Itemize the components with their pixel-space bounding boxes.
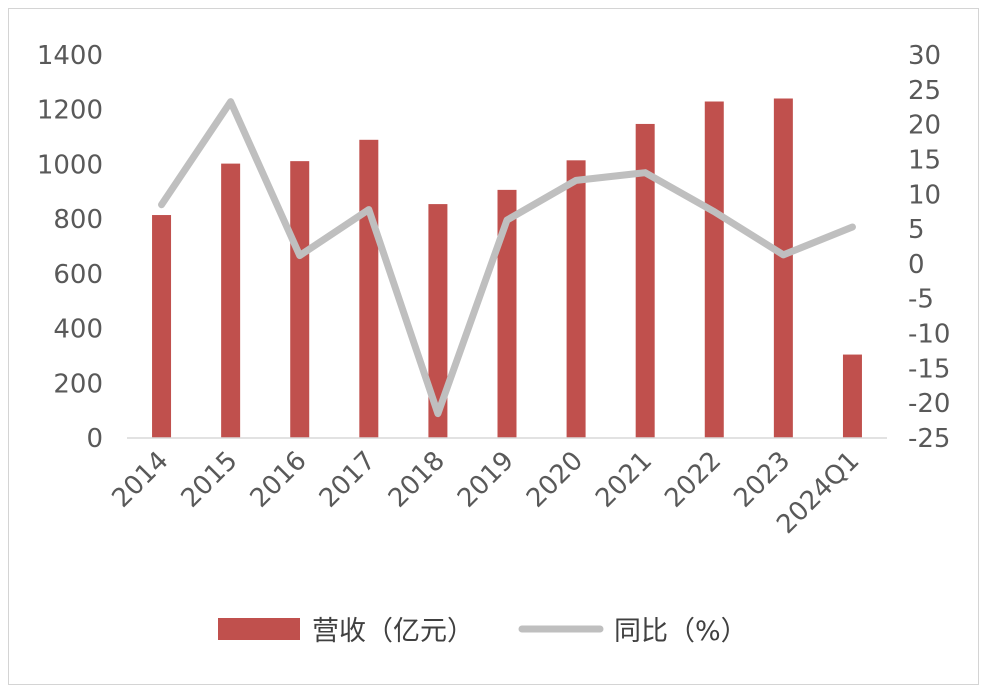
x-tick-label: 2014: [106, 446, 174, 514]
right-tick-label: 30: [908, 41, 941, 71]
revenue-bars: [152, 98, 862, 439]
x-tick-label: 2016: [245, 446, 313, 514]
yoy-line-series: [158, 98, 856, 418]
right-tick-label: 15: [908, 145, 941, 175]
bar-2019: [497, 189, 517, 438]
x-tick-label: 2022: [659, 446, 727, 514]
bar-2021: [635, 123, 655, 438]
bar-2017: [359, 139, 379, 439]
x-tick-label: 2015: [176, 446, 244, 514]
bar-2024Q1: [842, 354, 862, 438]
x-tick-label: 2021: [590, 446, 658, 514]
right-tick-label: -5: [908, 285, 934, 315]
x-tick-label: 2020: [521, 446, 589, 514]
x-axis: 2014 2015 2016 2017 2018 2019 2020 2021 2022 2023…: [106, 446, 865, 540]
right-tick-label: -20: [908, 389, 950, 419]
left-axis: 0 200 400 600 800 1000 1200 1400: [37, 41, 103, 454]
right-tick-label: 5: [908, 215, 925, 245]
legend-swatch-revenue: [218, 618, 300, 640]
left-tick-label: 1000: [37, 150, 103, 180]
left-tick-label: 600: [53, 260, 103, 290]
right-tick-label: 20: [908, 111, 941, 141]
legend-label-yoy: 同比（%）: [614, 616, 748, 647]
bar-2014: [152, 215, 172, 438]
right-tick-label: -15: [908, 354, 950, 384]
right-tick-label: 25: [908, 76, 941, 106]
left-tick-label: 1200: [37, 96, 103, 126]
left-tick-label: 400: [53, 315, 103, 345]
legend-label-revenue: 营收（亿元）: [312, 616, 474, 647]
left-tick-label: 0: [86, 424, 103, 454]
bar-2023: [773, 98, 793, 438]
bar-2020: [566, 160, 586, 438]
legend: 营收（亿元） 同比（%）: [218, 616, 748, 647]
x-tick-label: 2018: [383, 446, 451, 514]
left-tick-label: 1400: [37, 41, 103, 71]
right-axis: -25 -20 -15 -10 -5 0 5 10 15 20 25 30: [908, 41, 950, 454]
x-tick-label: 2017: [314, 446, 382, 514]
bar-2015: [221, 163, 241, 439]
right-tick-label: -25: [908, 424, 950, 454]
bar-2022: [704, 101, 724, 438]
bar-2016: [290, 161, 310, 438]
left-tick-label: 800: [53, 205, 103, 235]
bar-2018: [428, 204, 448, 438]
right-tick-label: -10: [908, 320, 950, 350]
right-tick-label: 0: [908, 250, 925, 280]
right-tick-label: 10: [908, 180, 941, 210]
x-tick-label: 2019: [452, 446, 520, 514]
left-tick-label: 200: [53, 369, 103, 399]
